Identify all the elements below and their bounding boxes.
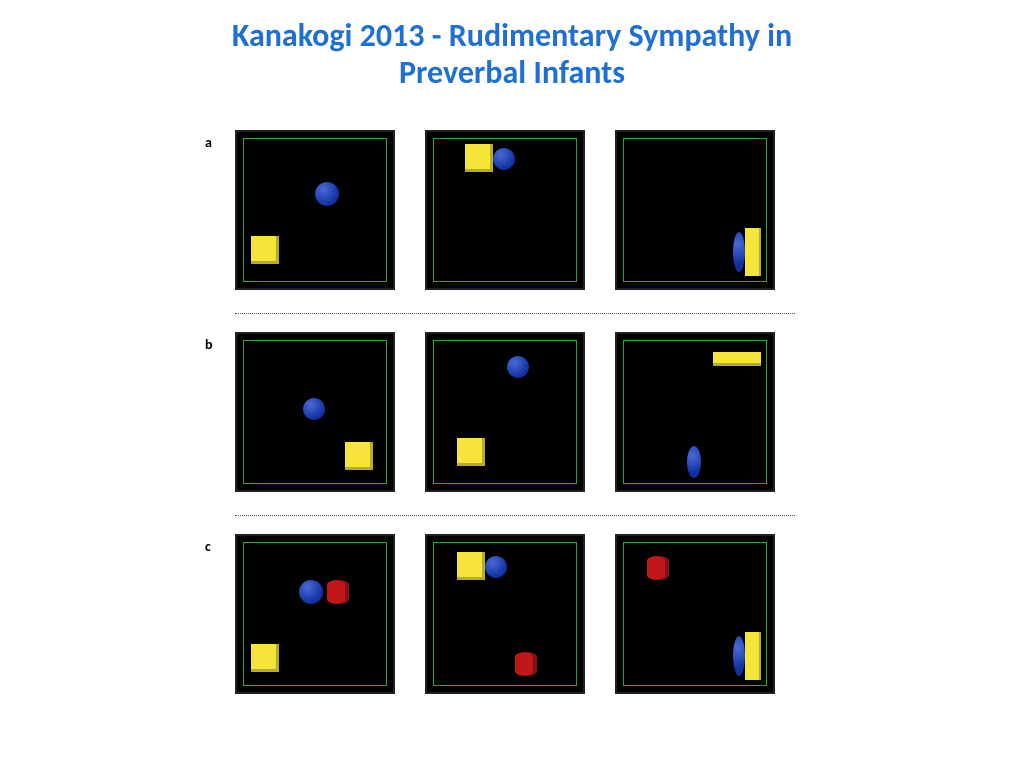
shape-square bbox=[251, 644, 279, 672]
panel bbox=[235, 332, 395, 492]
shape-rect-flat-h bbox=[713, 352, 761, 366]
panel-strip bbox=[235, 534, 815, 694]
shape-ellipse-flat bbox=[733, 636, 745, 676]
shape-square bbox=[345, 442, 373, 470]
shape-ball bbox=[507, 356, 529, 378]
panel bbox=[235, 130, 395, 290]
slide: Kanakogi 2013 - Rudimentary Sympathy in … bbox=[0, 0, 1024, 768]
shape-square bbox=[457, 552, 485, 580]
figure-area: abc bbox=[225, 130, 815, 705]
panel bbox=[425, 130, 585, 290]
shape-square bbox=[465, 144, 493, 172]
panel-strip bbox=[235, 130, 815, 290]
row-label: b bbox=[205, 336, 213, 353]
row-divider bbox=[235, 515, 795, 516]
shape-rect-flat-v bbox=[745, 228, 761, 276]
panel bbox=[425, 534, 585, 694]
panel bbox=[615, 130, 775, 290]
panel bbox=[615, 332, 775, 492]
shape-ball bbox=[315, 182, 339, 206]
panel bbox=[425, 332, 585, 492]
title-line-1: Kanakogi 2013 - Rudimentary Sympathy in bbox=[232, 16, 792, 55]
shape-ball bbox=[303, 398, 325, 420]
shape-ball bbox=[493, 148, 515, 170]
panel bbox=[235, 534, 395, 694]
shape-rect-flat-v bbox=[745, 632, 761, 680]
row-label: a bbox=[205, 134, 212, 151]
row-label: c bbox=[205, 538, 211, 555]
shape-cyl-red bbox=[647, 556, 669, 580]
slide-title: Kanakogi 2013 - Rudimentary Sympathy in … bbox=[0, 0, 1024, 92]
panel-inner-border bbox=[433, 340, 577, 484]
shape-cyl-red bbox=[327, 580, 349, 604]
shape-square bbox=[457, 438, 485, 466]
title-line-2: Preverbal Infants bbox=[399, 53, 625, 92]
panel bbox=[615, 534, 775, 694]
figure-row-b: b bbox=[225, 332, 815, 497]
shape-ellipse-flat bbox=[733, 232, 745, 272]
shape-square bbox=[251, 236, 279, 264]
row-divider bbox=[235, 313, 795, 314]
figure-row-a: a bbox=[225, 130, 815, 295]
shape-ball bbox=[299, 580, 323, 604]
figure-row-c: c bbox=[225, 534, 815, 699]
shape-cyl-red bbox=[515, 652, 537, 676]
panel-strip bbox=[235, 332, 815, 492]
shape-ellipse-flat bbox=[687, 446, 701, 478]
shape-ball bbox=[485, 556, 507, 578]
